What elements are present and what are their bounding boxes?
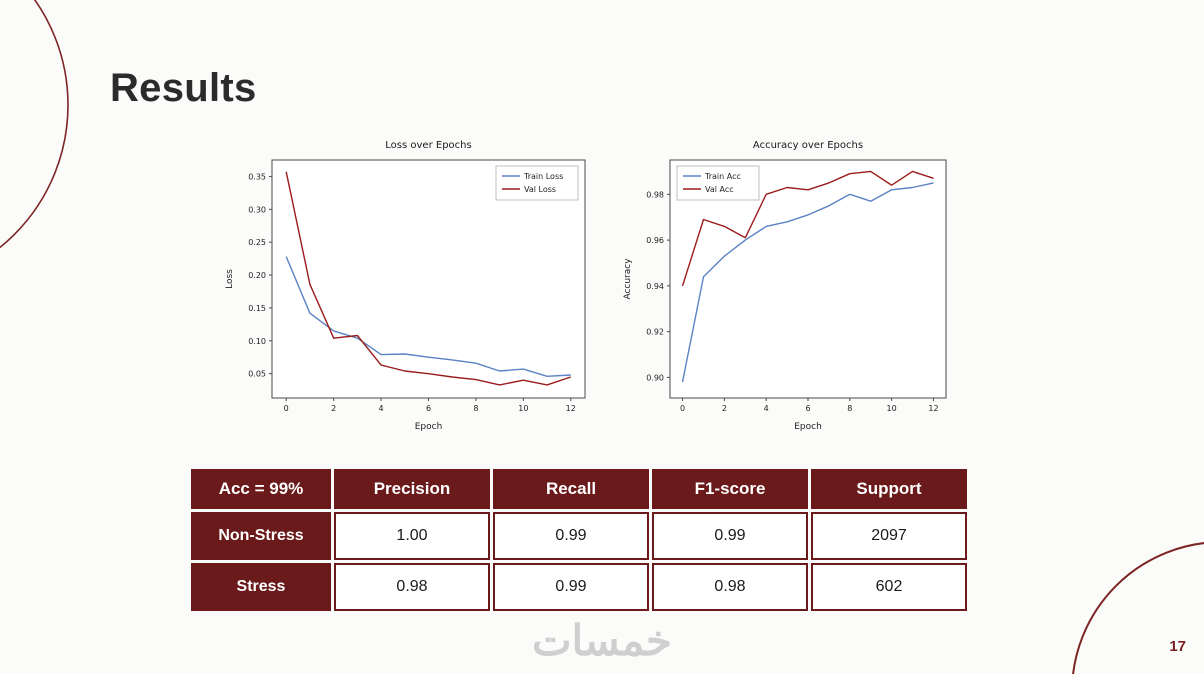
row-label: Stress (191, 563, 331, 611)
table-row-stress: Stress 0.98 0.99 0.98 602 (191, 563, 967, 611)
page-number: 17 (1169, 638, 1186, 655)
table-header-precision: Precision (334, 469, 490, 509)
accuracy-chart: 0 2 4 6 8 10 12 0.90 0.92 0.94 0.96 0.98 Accuracy ov… (618, 134, 956, 434)
svg-text:4: 4 (764, 404, 769, 413)
svg-text:2: 2 (331, 404, 336, 413)
svg-text:Accuracy: Accuracy (623, 258, 633, 300)
metrics-table: Acc = 99% Precision Recall F1-score Supp… (188, 466, 970, 614)
cell-value: 602 (811, 563, 967, 611)
svg-text:0.20: 0.20 (248, 271, 266, 280)
cell-value: 0.98 (652, 563, 808, 611)
table-header-acc: Acc = 99% (191, 469, 331, 509)
svg-text:10: 10 (887, 404, 897, 413)
cell-value: 0.99 (493, 563, 649, 611)
corner-arc-top-left (0, 0, 69, 249)
svg-text:Train Loss: Train Loss (523, 172, 563, 181)
table-row-non-stress: Non-Stress 1.00 0.99 0.99 2097 (191, 512, 967, 560)
svg-text:0.98: 0.98 (646, 190, 664, 199)
svg-text:Accuracy over Epochs: Accuracy over Epochs (753, 140, 863, 151)
svg-text:0.96: 0.96 (646, 236, 664, 245)
svg-text:6: 6 (805, 404, 810, 413)
svg-text:0.90: 0.90 (646, 373, 664, 382)
svg-text:0: 0 (680, 404, 685, 413)
cell-value: 0.99 (493, 512, 649, 560)
row-label: Non-Stress (191, 512, 331, 560)
svg-text:12: 12 (928, 404, 938, 413)
table-header-f1: F1-score (652, 469, 808, 509)
cell-value: 2097 (811, 512, 967, 560)
svg-text:8: 8 (473, 404, 478, 413)
svg-text:0.15: 0.15 (248, 304, 266, 313)
svg-text:8: 8 (847, 404, 852, 413)
slide-title: Results (110, 66, 257, 110)
svg-text:0.30: 0.30 (248, 205, 266, 214)
cell-value: 1.00 (334, 512, 490, 560)
loss-chart: 0 2 4 6 8 10 12 0.05 0.10 0.15 0.20 0.25 0.30 0.35 Los… (220, 134, 595, 434)
svg-text:Train Acc: Train Acc (704, 172, 741, 181)
svg-text:4: 4 (379, 404, 384, 413)
svg-text:6: 6 (426, 404, 431, 413)
svg-text:2: 2 (722, 404, 727, 413)
watermark: خمسات (531, 617, 673, 664)
svg-text:Val Acc: Val Acc (705, 185, 734, 194)
svg-text:Loss: Loss (225, 269, 235, 289)
svg-text:0.25: 0.25 (248, 238, 266, 247)
svg-text:0.92: 0.92 (646, 328, 664, 337)
svg-text:10: 10 (518, 404, 528, 413)
svg-text:0.05: 0.05 (248, 370, 266, 379)
cell-value: 0.98 (334, 563, 490, 611)
svg-text:12: 12 (566, 404, 576, 413)
svg-text:0.94: 0.94 (646, 282, 664, 291)
table-header-recall: Recall (493, 469, 649, 509)
svg-text:Epoch: Epoch (794, 422, 822, 432)
cell-value: 0.99 (652, 512, 808, 560)
svg-text:0: 0 (284, 404, 289, 413)
svg-text:0.10: 0.10 (248, 337, 266, 346)
svg-text:Epoch: Epoch (415, 422, 443, 432)
svg-text:0.35: 0.35 (248, 172, 266, 181)
table-header-row: Acc = 99% Precision Recall F1-score Supp… (191, 469, 967, 509)
svg-text:Loss over Epochs: Loss over Epochs (385, 140, 471, 151)
table-header-support: Support (811, 469, 967, 509)
svg-text:Val Loss: Val Loss (524, 185, 556, 194)
